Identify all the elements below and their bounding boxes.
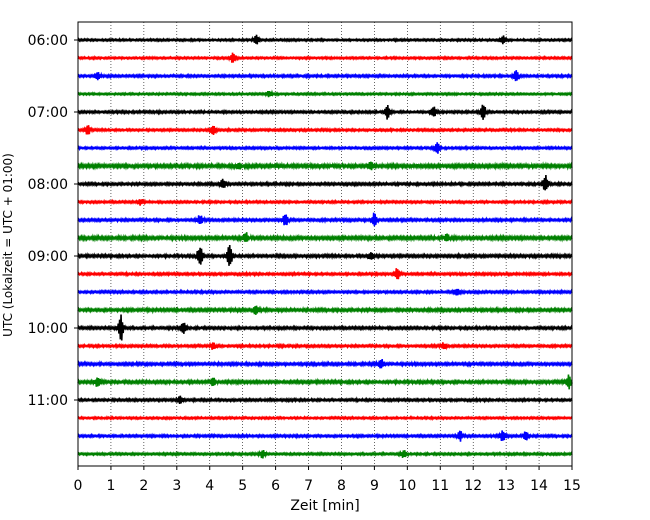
x-tick-label: 3 [172,478,181,494]
x-tick-label: 11 [431,478,449,494]
trace-0845 [77,232,573,243]
trace-1030 [77,358,573,369]
trace-1000 [77,314,573,341]
trace-1015 [77,341,573,351]
y-tick-label: 09:00 [28,249,68,265]
x-axis-label: Zeit [min] [290,498,359,514]
trace-0800 [77,174,573,191]
x-tick-label: 13 [497,478,515,494]
trace-1145 [77,449,573,459]
x-tick-label: 5 [238,478,247,494]
x-tick-label: 9 [370,478,379,494]
y-tick-label: 11:00 [28,393,68,409]
trace-0830 [77,212,573,227]
x-tick-label: 0 [74,478,83,494]
trace-0745 [77,161,573,171]
trace-0600 [77,34,573,45]
trace-1130 [77,430,573,442]
x-tick-label: 7 [304,478,313,494]
trace-0700 [77,104,573,120]
trace-0630 [77,70,573,82]
trace-series [77,34,573,459]
trace-1115 [77,414,573,422]
plot-frame [77,21,573,467]
x-tick-label: 2 [139,478,148,494]
x-tick-label: 4 [205,478,214,494]
x-tick-label: 8 [337,478,346,494]
x-tick-label: 12 [464,478,482,494]
trace-0945 [77,305,573,315]
trace-1045 [77,374,573,390]
grid-lines [110,22,540,466]
trace-0645 [77,89,573,98]
y-tick-label: 07:00 [28,105,68,121]
y-tick-label: 10:00 [28,321,68,337]
y-tick-label: 06:00 [28,33,68,49]
y-tick-label: 08:00 [28,177,68,193]
y-axis-label: UTC (Lokalzeit = UTC + 01:00) [1,153,15,337]
x-axis-ticks: 0 1 2 3 4 5 6 7 8 9 10 11 12 13 14 15 [74,466,581,494]
trace-0815 [77,198,573,206]
x-tick-label: 14 [530,478,548,494]
x-tick-label: 15 [563,478,581,494]
trace-0900 [77,244,573,266]
y-axis-ticks: 06:00 07:00 08:00 09:00 10:00 11:00 [28,33,78,409]
trace-0715 [77,125,573,136]
trace-0615 [77,52,573,63]
trace-0930 [77,288,573,296]
x-tick-label: 1 [106,478,115,494]
x-tick-label: 10 [398,478,416,494]
trace-0915 [77,268,573,280]
trace-1100 [77,395,573,405]
trace-0730 [77,142,573,154]
x-tick-label: 6 [271,478,280,494]
